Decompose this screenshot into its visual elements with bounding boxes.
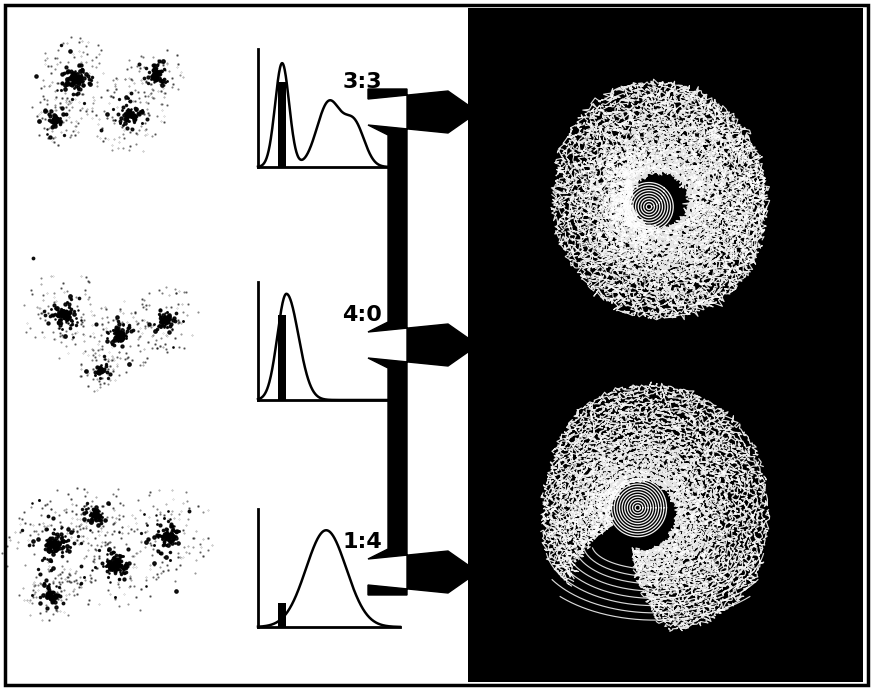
Text: 3:3: 3:3: [342, 72, 382, 92]
Text: 1:4: 1:4: [342, 532, 382, 552]
Bar: [278, 315, 285, 400]
Bar: [240, 277, 405, 412]
Bar: [278, 82, 285, 167]
Bar: [468, 8, 863, 682]
Bar: [240, 504, 405, 639]
Bar: [278, 603, 285, 627]
Text: 4:0: 4:0: [342, 305, 382, 325]
Bar: [240, 44, 405, 179]
Polygon shape: [368, 89, 478, 595]
